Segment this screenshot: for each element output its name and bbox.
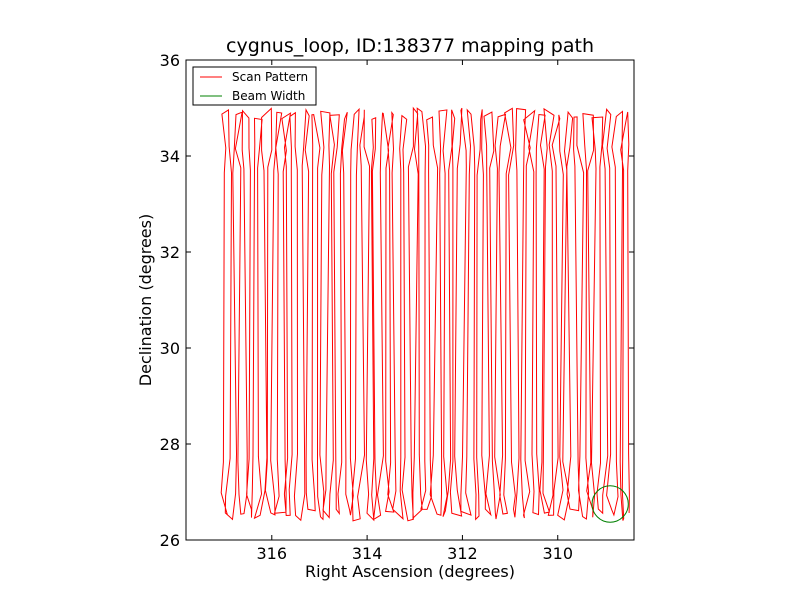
x-axis-label: Right Ascension (degrees) — [305, 562, 515, 581]
plot-frame — [185, 59, 635, 541]
x-axis: 316 314 312 310 — [257, 60, 573, 563]
legend-label-scan-pattern: Scan Pattern — [232, 70, 308, 84]
y-tick-label: 30 — [160, 339, 180, 358]
chart-title: cygnus_loop, ID:138377 mapping path — [226, 35, 594, 57]
legend: Scan Pattern Beam Width — [192, 66, 317, 106]
y-tick-label: 26 — [160, 531, 180, 550]
y-tick-label: 32 — [160, 243, 180, 262]
x-tick-label: 312 — [447, 544, 478, 563]
beam-width-circle — [591, 485, 629, 523]
beam-width-series — [591, 485, 629, 523]
legend-label-beam-width: Beam Width — [232, 89, 305, 103]
y-axis: 26 28 30 32 34 36 — [160, 51, 634, 550]
y-tick-label: 36 — [160, 51, 180, 70]
y-axis-label: Declination (degrees) — [136, 214, 155, 386]
scan-pattern-series — [220, 106, 630, 522]
x-tick-label: 316 — [257, 544, 288, 563]
x-tick-label: 310 — [542, 544, 573, 563]
legend-box — [192, 66, 317, 106]
scan-pattern-line — [220, 106, 630, 522]
y-tick-label: 28 — [160, 435, 180, 454]
x-tick-label: 314 — [352, 544, 383, 563]
y-tick-label: 34 — [160, 147, 180, 166]
